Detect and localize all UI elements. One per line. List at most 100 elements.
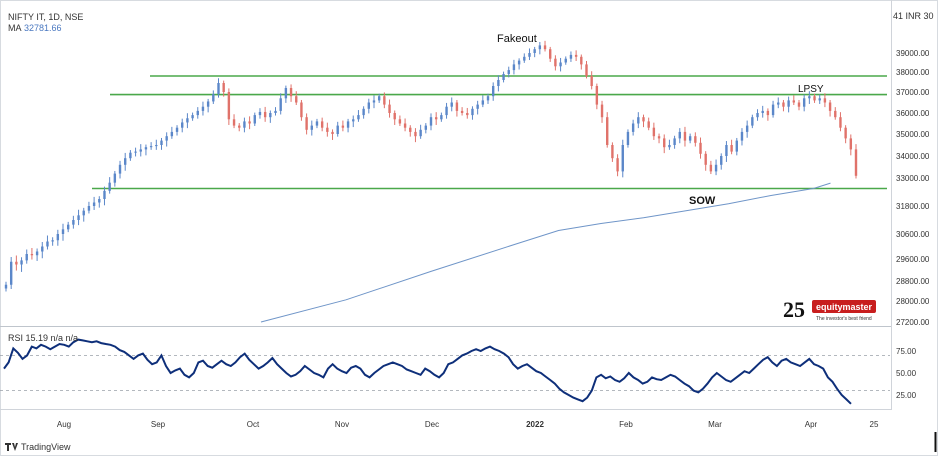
price-candle (787, 96, 790, 113)
price-pane[interactable] (4, 40, 887, 323)
candle-body (725, 145, 728, 156)
price-candle (429, 113, 433, 131)
price-candle (77, 209, 80, 226)
candle-body (782, 102, 785, 107)
candle-body (51, 240, 54, 242)
candle-body (315, 121, 319, 126)
price-candle (424, 123, 428, 134)
ma-label: MA (8, 23, 22, 33)
price-candle (828, 99, 832, 117)
candle-body (761, 110, 764, 113)
price-candle (258, 108, 262, 119)
candle-body (637, 117, 640, 124)
candle-body (118, 164, 122, 174)
tradingview-logo[interactable]: TradingView (5, 442, 71, 452)
candle-body (663, 138, 666, 148)
price-candle (377, 93, 381, 103)
price-candle (455, 99, 459, 117)
candle-body (528, 53, 531, 57)
candle-body (139, 149, 142, 152)
candle-body (642, 117, 645, 122)
rsi-pane[interactable] (0, 338, 890, 405)
price-candle (279, 93, 282, 115)
candle-body (346, 121, 350, 128)
price-candle (201, 101, 205, 116)
price-tick-label: 37000.00 (896, 88, 930, 97)
price-candle (149, 142, 153, 150)
price-candle (393, 110, 396, 125)
candle-body (372, 100, 376, 103)
price-candle (673, 135, 676, 149)
price-candle (652, 122, 656, 140)
candle-body (502, 74, 505, 80)
candle-body (533, 49, 536, 53)
candle-body (305, 117, 308, 130)
price-candle (834, 107, 837, 120)
price-candle (25, 249, 28, 264)
price-candle (533, 46, 536, 58)
candle-body (331, 131, 334, 134)
price-tick-label: 39000.00 (896, 49, 930, 58)
candle-body (745, 125, 749, 132)
price-candle (569, 51, 573, 62)
candle-body (232, 119, 236, 126)
candle-body (238, 125, 241, 128)
candle-body (512, 64, 516, 71)
time-axis: Aug Sep Oct Nov Dec 2022 Feb Mar Apr 25 (57, 420, 879, 429)
price-candle (341, 120, 345, 132)
candle-body (834, 110, 837, 118)
price-candle (523, 53, 526, 63)
price-candle (771, 100, 775, 118)
price-candle (621, 139, 624, 178)
candle-body (471, 108, 474, 116)
candle-body (549, 49, 552, 59)
candle-body (341, 125, 345, 128)
price-candle (144, 144, 148, 156)
price-candle (611, 142, 614, 162)
price-candle (388, 99, 391, 118)
candle-body (673, 138, 676, 145)
candle-body (82, 210, 85, 216)
candle-body (274, 110, 277, 113)
price-candle (678, 128, 681, 144)
moving-average-line (260, 182, 831, 323)
price-candle (756, 109, 759, 121)
candle-body (543, 45, 547, 50)
price-candle (549, 46, 552, 62)
price-candle (450, 97, 453, 112)
price-candle (331, 129, 334, 140)
candle-body (538, 45, 542, 50)
price-candle (403, 118, 407, 132)
price-candle (782, 99, 785, 112)
price-candle (709, 160, 713, 175)
candle-body (657, 136, 661, 139)
candle-body (398, 119, 402, 124)
candle-body (357, 115, 360, 120)
candle-body (424, 125, 428, 130)
candle-body (631, 123, 635, 132)
candle-body (486, 96, 490, 101)
price-tick-label: 33000.00 (896, 174, 930, 183)
lpsy-annotation: LPSY (798, 84, 824, 95)
candle-body (243, 121, 246, 128)
price-candle (476, 100, 479, 115)
candle-body (491, 86, 495, 97)
rsi-axis: 75.00 50.00 25.00 (896, 347, 917, 400)
candle-body (103, 190, 106, 199)
candle-body (797, 102, 801, 107)
candle-body (621, 145, 624, 172)
time-tick-label: Sep (151, 420, 166, 429)
price-candle (823, 93, 827, 108)
price-candle (440, 112, 443, 122)
price-candle (274, 107, 277, 116)
price-candle (802, 94, 806, 112)
price-candle (238, 123, 241, 132)
candle-body (559, 62, 562, 67)
candle-body (175, 127, 179, 132)
candle-body (201, 106, 205, 111)
time-tick-label: Feb (619, 420, 633, 429)
price-candle (730, 139, 733, 155)
price-candle (460, 107, 464, 116)
